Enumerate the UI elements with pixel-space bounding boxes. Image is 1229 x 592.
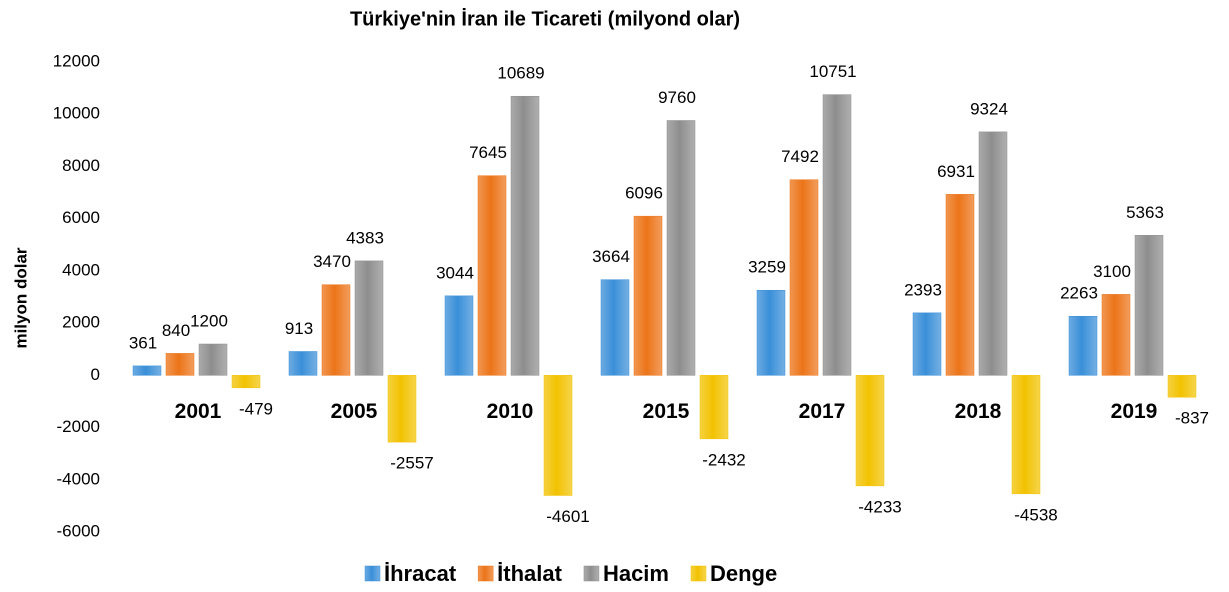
data-label: 913 bbox=[285, 319, 313, 338]
legend-label: İthalat bbox=[497, 561, 562, 586]
data-label: -4233 bbox=[858, 497, 901, 516]
y-tick-label: 8000 bbox=[62, 156, 100, 175]
bar bbox=[855, 375, 885, 487]
data-label: 10751 bbox=[809, 62, 856, 81]
bar bbox=[231, 375, 261, 389]
bar bbox=[789, 179, 819, 376]
data-label: -4538 bbox=[1014, 505, 1057, 524]
data-label: -2557 bbox=[390, 454, 433, 473]
bar bbox=[756, 289, 786, 376]
bar bbox=[387, 375, 417, 443]
bar bbox=[912, 312, 942, 376]
y-tick-label: 12000 bbox=[53, 51, 100, 70]
legend-label: Hacim bbox=[603, 561, 669, 586]
bar bbox=[510, 95, 540, 376]
data-label: -2432 bbox=[702, 450, 745, 469]
bar bbox=[198, 343, 228, 376]
data-label: 9324 bbox=[970, 99, 1008, 118]
bar bbox=[321, 284, 351, 376]
data-label: 361 bbox=[129, 333, 157, 352]
data-label: 7645 bbox=[469, 143, 507, 162]
bar bbox=[444, 295, 474, 376]
y-tick-label: 2000 bbox=[62, 313, 100, 332]
bar bbox=[1011, 375, 1041, 495]
bar bbox=[1101, 294, 1131, 376]
bar bbox=[132, 365, 162, 376]
y-tick-label: 6000 bbox=[62, 208, 100, 227]
data-label: -4601 bbox=[546, 507, 589, 526]
chart-title: Türkiye'nin İran ile Ticareti (milyond o… bbox=[350, 7, 740, 30]
bar bbox=[543, 375, 573, 496]
bar bbox=[1167, 375, 1197, 398]
legend-label: İhracat bbox=[384, 561, 457, 586]
x-tick-label: 2018 bbox=[955, 400, 1002, 423]
bar bbox=[822, 94, 852, 376]
legend-label: Denge bbox=[710, 561, 777, 586]
data-label: 10689 bbox=[497, 64, 544, 83]
bar bbox=[288, 351, 318, 376]
y-tick-label: 10000 bbox=[53, 104, 100, 123]
x-tick-label: 2010 bbox=[487, 400, 534, 423]
data-label: 7492 bbox=[781, 147, 819, 166]
bar bbox=[354, 260, 384, 376]
data-label: 840 bbox=[162, 321, 190, 340]
bar bbox=[165, 353, 195, 376]
y-tick-label: -4000 bbox=[57, 469, 100, 488]
bar bbox=[978, 131, 1008, 376]
bar bbox=[477, 175, 507, 376]
data-label: 3664 bbox=[592, 247, 630, 266]
bar bbox=[633, 215, 663, 376]
x-tick-label: 2005 bbox=[331, 400, 378, 423]
x-tick-label: 2019 bbox=[1111, 400, 1158, 423]
y-axis-label: milyon dolar bbox=[11, 247, 30, 348]
data-label: -479 bbox=[239, 399, 273, 418]
bar bbox=[600, 279, 630, 376]
bar bbox=[1134, 235, 1164, 376]
legend-swatch bbox=[690, 565, 707, 582]
data-label: 6096 bbox=[625, 184, 663, 203]
data-label: 4383 bbox=[346, 228, 384, 247]
legend-swatch bbox=[583, 565, 600, 582]
data-label: 2393 bbox=[904, 280, 942, 299]
data-label: 3259 bbox=[748, 258, 786, 277]
data-label: 6931 bbox=[937, 162, 975, 181]
data-label: 3470 bbox=[313, 252, 351, 271]
data-label: 5363 bbox=[1126, 203, 1164, 222]
y-tick-label: -6000 bbox=[57, 521, 100, 540]
data-label: 2263 bbox=[1060, 284, 1098, 303]
legend-swatch bbox=[477, 565, 494, 582]
y-tick-label: -2000 bbox=[57, 417, 100, 436]
x-tick-label: 2001 bbox=[175, 400, 222, 423]
x-tick-label: 2017 bbox=[799, 400, 846, 423]
y-tick-label: 0 bbox=[91, 365, 100, 384]
data-label: 9760 bbox=[658, 88, 696, 107]
bar bbox=[666, 120, 696, 376]
bar bbox=[1068, 315, 1098, 376]
data-label: 3100 bbox=[1093, 262, 1131, 281]
data-label: -837 bbox=[1175, 409, 1209, 428]
data-label: 1200 bbox=[190, 311, 228, 330]
y-tick-label: 4000 bbox=[62, 260, 100, 279]
data-label: 3044 bbox=[436, 263, 474, 282]
bar bbox=[699, 375, 729, 440]
x-tick-label: 2015 bbox=[643, 400, 690, 423]
bar bbox=[945, 194, 975, 376]
legend-swatch bbox=[364, 565, 381, 582]
